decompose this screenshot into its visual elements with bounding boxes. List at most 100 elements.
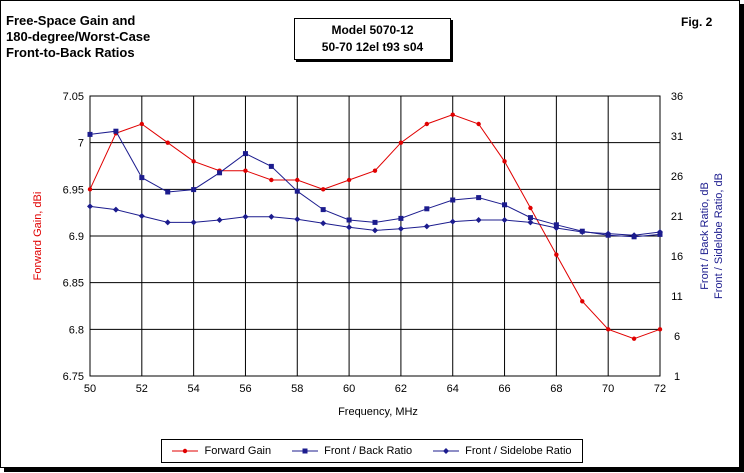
data-point: [553, 225, 560, 231]
y-axis-right-label-1: Front / Back Ratio, dB: [699, 182, 711, 290]
y-left-tick-label: 7.05: [63, 91, 84, 103]
legend-swatch-circle-icon: [172, 448, 199, 454]
legend-item-front-back: Front / Back Ratio: [292, 445, 412, 457]
data-point: [295, 177, 300, 183]
data-point: [372, 219, 378, 225]
data-point: [424, 121, 430, 127]
x-tick-label: 56: [239, 383, 251, 395]
line-chart: 50 52 54 56 58 60 62 64 66 68 70 72 6.75 6.8 6.85 6.9 6.…: [32, 91, 725, 418]
data-point: [190, 219, 197, 226]
data-point: [605, 230, 612, 237]
data-point: [217, 170, 223, 176]
model-box: Model 5070-12 50-70 12el t93 s04: [294, 18, 451, 60]
y-left-tick-label: 6.9: [69, 231, 84, 243]
data-point: [398, 215, 404, 221]
y-right-tick-label: 36: [671, 91, 683, 103]
data-point: [527, 219, 534, 226]
data-point: [424, 206, 430, 212]
data-point: [139, 175, 145, 181]
data-point: [502, 202, 508, 208]
x-tick-label: 72: [654, 383, 666, 395]
data-point: [268, 163, 274, 169]
data-point: [112, 206, 119, 213]
data-point: [398, 140, 404, 145]
data-point: [87, 131, 93, 137]
y-right-tick-label: 11: [671, 291, 682, 303]
data-point: [475, 217, 482, 223]
y-right-tick-label: 16: [671, 251, 683, 263]
chart-title: Free-Space Gain and 180-degree/Worst-Cas…: [6, 13, 150, 61]
y-right-tick-label: 6: [674, 331, 680, 343]
legend-swatch-square-icon: [292, 448, 319, 454]
data-point: [631, 232, 638, 239]
model-line: Model 5070-12: [331, 23, 414, 37]
y-right-tick-label: 1: [674, 371, 680, 383]
data-point: [605, 327, 611, 332]
data-point: [268, 213, 275, 220]
x-tick-label: 52: [136, 383, 148, 395]
legend: Forward Gain Front / Back Ratio Front / …: [161, 439, 583, 463]
y-left-tick-label: 6.75: [63, 371, 84, 383]
x-tick-label: 70: [602, 383, 614, 395]
data-point: [165, 140, 170, 145]
data-point: [501, 217, 508, 223]
x-tick-label: 58: [291, 383, 303, 395]
data-point: [269, 177, 274, 183]
data-point: [191, 187, 197, 193]
y-left-tick-label: 6.95: [63, 184, 84, 196]
y-right-tick-label: 31: [671, 131, 683, 143]
data-point: [139, 121, 145, 127]
legend-swatch-diamond-icon: [433, 448, 460, 454]
data-point: [294, 216, 301, 223]
data-point: [397, 225, 404, 232]
data-point: [502, 159, 507, 164]
legend-item-front-sidelobe: Front / Sidelobe Ratio: [433, 445, 572, 457]
legend-label: Front / Sidelobe Ratio: [465, 445, 572, 457]
data-point: [580, 299, 585, 304]
data-point: [346, 177, 352, 183]
data-point: [320, 187, 326, 192]
data-point: [476, 195, 482, 201]
title-line: 180-degree/Worst-Case: [6, 29, 151, 44]
data-point: [346, 217, 352, 223]
data-point: [320, 207, 326, 213]
y-axis-left-label: Forward Gain, dBi: [32, 192, 44, 281]
y-right-tick-label: 26: [671, 171, 683, 183]
figure-label: Fig. 2: [681, 15, 713, 29]
data-point: [579, 229, 586, 235]
data-point: [528, 205, 533, 211]
data-point: [87, 187, 93, 192]
data-point: [346, 224, 353, 231]
model-line: 50-70 12el t93 s04: [321, 40, 424, 54]
data-point: [191, 159, 196, 164]
x-tick-label: 62: [395, 383, 407, 395]
data-point: [87, 203, 93, 210]
x-axis-label: Frequency, MHz: [338, 406, 418, 418]
data-point: [138, 213, 145, 219]
data-point: [450, 112, 455, 117]
data-point: [657, 229, 663, 235]
data-point: [372, 168, 378, 173]
data-point: [372, 227, 378, 234]
data-point: [113, 128, 119, 134]
data-point: [320, 220, 327, 227]
data-point: [631, 336, 637, 341]
x-tick-label: 66: [498, 383, 510, 395]
data-point: [242, 151, 248, 157]
data-point: [294, 188, 300, 194]
title-line: Free-Space Gain and: [6, 13, 136, 28]
x-tick-label: 50: [84, 383, 96, 395]
data-point: [423, 223, 430, 230]
y-left-tick-label: 6.8: [69, 324, 84, 336]
data-point: [476, 121, 481, 127]
data-point: [243, 168, 248, 173]
x-tick-label: 54: [188, 383, 200, 395]
y-axis-right-label-2: Front / Sidelobe Ratio, dB: [713, 173, 725, 299]
data-point: [657, 327, 663, 332]
data-point: [449, 218, 456, 225]
x-tick-label: 60: [343, 383, 355, 395]
y-left-tick-label: 6.85: [63, 278, 84, 290]
y-right-tick-label: 21: [671, 211, 683, 223]
data-point: [165, 189, 171, 195]
